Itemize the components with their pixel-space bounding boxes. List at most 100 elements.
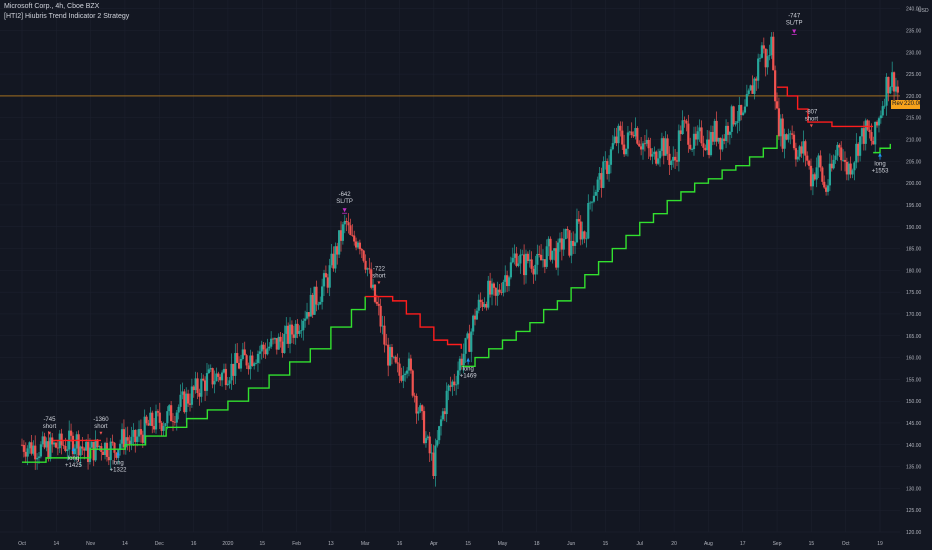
candle-body — [821, 167, 824, 182]
candle-body — [400, 375, 403, 381]
candle-body — [292, 334, 295, 338]
candle-body — [90, 441, 93, 448]
candle-body — [37, 456, 41, 458]
candle-body — [222, 368, 226, 373]
price-axis: 240.00 235.00 230.00 225.00 220.00 215.00 210.… — [906, 7, 922, 536]
candle-body — [524, 253, 528, 276]
candle-body — [857, 143, 860, 156]
candle-body — [870, 132, 873, 141]
candle-body — [175, 412, 178, 423]
candle-body — [792, 134, 796, 149]
time-tick-label: 14 — [122, 541, 128, 547]
price-tick-label: 155.00 — [906, 377, 922, 383]
candle-body — [581, 231, 584, 240]
candle-body — [453, 381, 456, 386]
price-tick-label: 170.00 — [906, 312, 922, 318]
candle-body — [590, 201, 594, 203]
candle-body — [611, 143, 614, 150]
candle-body — [239, 358, 243, 369]
candle-body — [645, 139, 648, 144]
candle-body — [237, 362, 241, 369]
candle-body — [160, 422, 163, 431]
candle-body — [783, 134, 786, 149]
candle-body — [853, 162, 856, 171]
candle-body — [473, 315, 477, 320]
candle-body — [56, 447, 59, 449]
candle-body — [362, 250, 365, 261]
time-tick-label: Oct — [18, 541, 26, 547]
candle-body — [368, 268, 371, 270]
candle-body — [370, 269, 373, 288]
candle-body — [164, 423, 167, 426]
long-entry-icon — [71, 446, 76, 451]
candle-body — [479, 299, 482, 303]
candle-body — [494, 287, 497, 296]
candle-body — [455, 384, 458, 386]
candle-body — [592, 195, 596, 202]
candle-body — [889, 87, 892, 94]
candle-body — [388, 347, 392, 366]
candle-body — [530, 259, 533, 269]
candle-body — [513, 253, 516, 258]
candle-body — [836, 144, 839, 156]
candle-body — [158, 412, 161, 423]
candle-body — [651, 154, 654, 157]
candle-body — [770, 36, 773, 56]
candle-body — [32, 445, 35, 454]
candle-body — [120, 429, 124, 444]
candle-body — [24, 451, 27, 457]
annotation-label: +1553 — [872, 169, 890, 175]
long-entry-icon — [116, 451, 120, 456]
candle-body — [683, 120, 686, 122]
candle-body — [498, 289, 501, 293]
candle-body — [319, 301, 322, 305]
candle-body — [311, 294, 314, 315]
candle-body — [449, 385, 452, 387]
price-tick-label: 130.00 — [906, 486, 922, 492]
candle-body — [758, 57, 762, 59]
candle-body — [589, 202, 592, 204]
price-tick-label: 195.00 — [906, 203, 922, 209]
candle-body — [823, 181, 826, 188]
candle-body — [202, 378, 205, 381]
time-tick-label: 16 — [191, 541, 197, 547]
candle-body — [153, 426, 156, 430]
candle-body — [438, 426, 441, 441]
candle-body — [740, 104, 743, 116]
candle-body — [405, 370, 409, 374]
exit-marker-icon — [792, 29, 797, 34]
candle-body — [715, 120, 718, 142]
price-tick-label: 175.00 — [906, 290, 922, 296]
candle-body — [492, 283, 495, 288]
candle-body — [657, 158, 660, 164]
last-price-tag-label: Rev — [891, 100, 904, 109]
strategy-title[interactable]: [HTI2] Hiubris Trend Indicator 2 Strateg… — [4, 13, 130, 20]
candle-body — [817, 155, 820, 168]
candle-body — [326, 277, 329, 288]
candle-body — [845, 161, 848, 175]
candle-body — [606, 161, 609, 174]
price-tick-label: 120.00 — [906, 530, 922, 536]
candle-body — [568, 230, 571, 256]
candle-body — [128, 440, 131, 445]
candle-body — [760, 45, 764, 58]
candle-body — [151, 412, 154, 427]
trade-annotations: -745shortlong+1425-1360shortlong+1322-64… — [43, 13, 889, 473]
candle-body — [813, 174, 816, 180]
candle-body — [219, 376, 222, 381]
candle-body — [307, 312, 311, 317]
candle-body — [332, 253, 335, 269]
candle-body — [77, 434, 80, 456]
candle-body — [730, 106, 733, 132]
candle-body — [468, 333, 471, 352]
candle-body — [132, 430, 135, 437]
candle-body — [171, 421, 175, 422]
trade-annotation-a4: long+1322 — [110, 451, 127, 473]
candle-body — [696, 131, 699, 140]
symbol-title[interactable]: Microsoft Corp., 4h, Cboe BZX — [4, 3, 100, 10]
trend-long-line — [873, 143, 891, 154]
candle-body — [732, 106, 735, 125]
